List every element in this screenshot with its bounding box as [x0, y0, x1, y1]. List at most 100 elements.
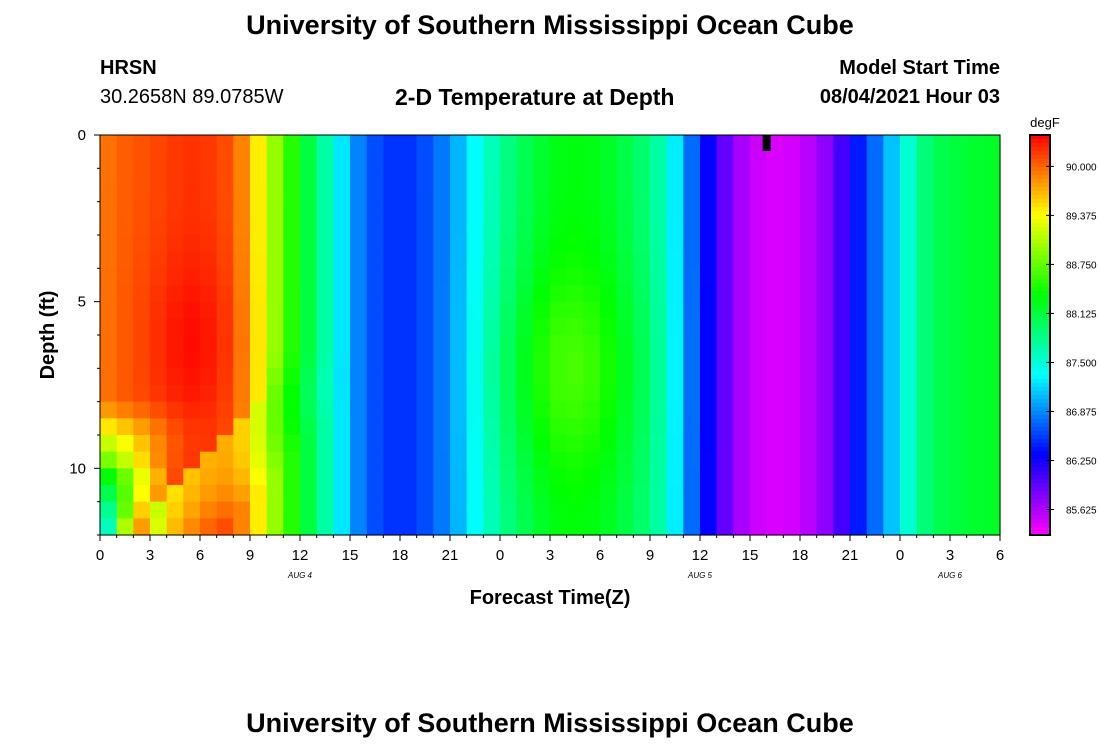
heatmap-cell	[766, 185, 784, 203]
heatmap-cell	[250, 151, 268, 169]
heatmap-cell	[333, 235, 351, 253]
heatmap-cell	[466, 501, 484, 519]
heatmap-cell	[150, 468, 168, 486]
heatmap-cell	[816, 285, 834, 303]
heatmap-cell	[900, 151, 918, 169]
x-tick-label: 0	[896, 547, 904, 564]
heatmap-cell	[950, 385, 968, 403]
heatmap-cell	[383, 468, 401, 486]
colorbar-tick-label: 89.375	[1066, 211, 1097, 222]
heatmap-cell	[183, 451, 201, 469]
heatmap-cell	[616, 168, 634, 186]
heatmap-cell	[166, 251, 184, 269]
heatmap-cell	[983, 201, 1001, 219]
colorbar-segment	[1030, 155, 1050, 160]
heatmap-cell	[416, 485, 434, 503]
heatmap-cell	[716, 485, 734, 503]
heatmap-cell	[150, 235, 168, 253]
heatmap-cell	[283, 368, 301, 386]
heatmap-cell	[916, 435, 934, 453]
heatmap-cell	[750, 185, 768, 203]
heatmap-cell	[233, 485, 251, 503]
heatmap-cell	[933, 451, 951, 469]
heatmap-cell	[533, 335, 551, 353]
heatmap-cell	[166, 385, 184, 403]
heatmap-cell	[300, 185, 318, 203]
heatmap-cell	[333, 268, 351, 286]
heatmap-cell	[150, 185, 168, 203]
heatmap-cell	[400, 518, 418, 536]
heatmap-cell	[233, 301, 251, 319]
heatmap-cell	[450, 235, 468, 253]
heatmap-cell	[683, 385, 701, 403]
heatmap-cell	[216, 268, 234, 286]
colorbar-segment	[1030, 143, 1050, 148]
heatmap-cell	[233, 385, 251, 403]
heatmap-cell	[133, 151, 151, 169]
heatmap-cell	[100, 351, 118, 369]
heatmap-cell	[983, 318, 1001, 336]
heatmap-cell	[866, 201, 884, 219]
x-tick-label: 18	[392, 547, 409, 564]
heatmap-cell	[716, 218, 734, 236]
heatmap-cell	[666, 451, 684, 469]
colorbar-tick-label: 90.000	[1066, 162, 1097, 173]
heatmap-cell	[500, 168, 518, 186]
heatmap-cell	[250, 285, 268, 303]
heatmap-cell	[433, 168, 451, 186]
heatmap-cell	[633, 451, 651, 469]
heatmap-cell	[500, 318, 518, 336]
heatmap-cell	[466, 468, 484, 486]
heatmap-cell	[450, 285, 468, 303]
heatmap-cell	[683, 435, 701, 453]
heatmap-cell	[633, 151, 651, 169]
y-tick-label: 5	[78, 294, 86, 311]
heatmap-cell	[350, 351, 368, 369]
heatmap-cell	[533, 468, 551, 486]
heatmap-cell	[316, 185, 334, 203]
heatmap-cell	[266, 185, 284, 203]
colorbar-segment	[1030, 279, 1050, 284]
heatmap-cell	[966, 351, 984, 369]
heatmap-cell	[833, 251, 851, 269]
heatmap-cell	[666, 335, 684, 353]
heatmap-cell	[233, 218, 251, 236]
colorbar-segment	[1030, 463, 1050, 468]
heatmap-cell	[783, 185, 801, 203]
heatmap-cell	[650, 518, 668, 536]
x-tick-label: 12	[292, 547, 309, 564]
heatmap-cell	[783, 168, 801, 186]
colorbar-frame	[1029, 134, 1051, 536]
heatmap-cell	[383, 251, 401, 269]
heatmap-cell	[216, 251, 234, 269]
heatmap-cell	[400, 201, 418, 219]
heatmap-cell	[883, 135, 901, 153]
heatmap-cell	[583, 385, 601, 403]
heatmap-cell	[166, 335, 184, 353]
heatmap-cell	[833, 435, 851, 453]
heatmap-cell	[483, 318, 501, 336]
heatmap-cell	[433, 451, 451, 469]
heatmap-cell	[366, 485, 384, 503]
heatmap-cell	[483, 251, 501, 269]
heatmap-cell	[366, 235, 384, 253]
heatmap-cell	[683, 318, 701, 336]
heatmap-cell	[600, 351, 618, 369]
heatmap-cell	[283, 235, 301, 253]
heatmap-cell	[783, 385, 801, 403]
heatmap-cell	[700, 318, 718, 336]
colorbar-segment	[1030, 335, 1050, 340]
heatmap-cell	[966, 235, 984, 253]
heatmap-cell	[200, 501, 218, 519]
heatmap-cell	[616, 385, 634, 403]
heatmap-cell	[216, 335, 234, 353]
heatmap-cell	[916, 185, 934, 203]
heatmap-cell	[550, 218, 568, 236]
heatmap-cell	[116, 451, 134, 469]
heatmap-cell	[516, 335, 534, 353]
heatmap-cell	[916, 335, 934, 353]
heatmap-cell	[666, 268, 684, 286]
heatmap-cell	[233, 468, 251, 486]
heatmap-cell	[200, 401, 218, 419]
heatmap-cell	[816, 435, 834, 453]
